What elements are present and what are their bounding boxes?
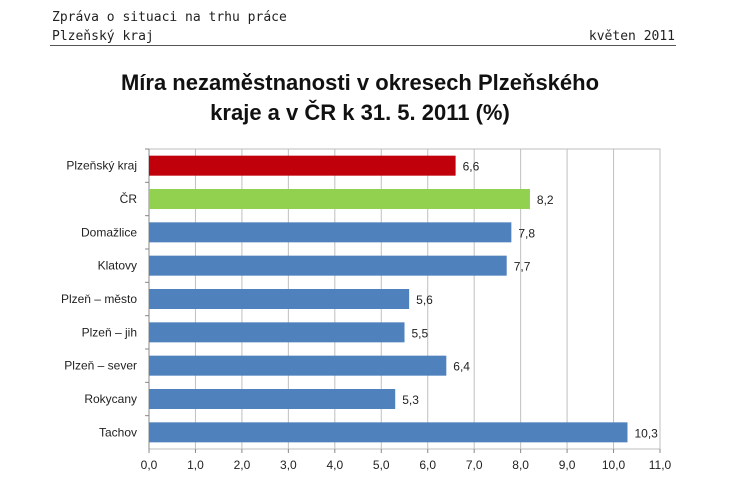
x-tick-label: 10,0: [602, 458, 626, 472]
data-label: 5,5: [412, 326, 429, 340]
x-tick-label: 9,0: [559, 458, 576, 472]
chart-title-line1: Míra nezaměstnanosti v okresech Plzeňské…: [120, 70, 600, 95]
category-label: Tachov: [99, 425, 137, 439]
data-label: 5,3: [402, 393, 419, 407]
data-label: 7,8: [518, 226, 535, 240]
chart-title: Míra nezaměstnanosti v okresech Plzeňské…: [60, 68, 660, 128]
bar: [149, 222, 512, 243]
bar: [149, 422, 628, 443]
data-label: 7,7: [514, 260, 531, 274]
category-label: Domažlice: [81, 225, 137, 239]
x-tick-label: 3,0: [280, 458, 297, 472]
category-label: Plzeň – sever: [64, 359, 137, 373]
category-label: Plzeň – jih: [82, 325, 137, 339]
x-tick-label: 1,0: [187, 458, 204, 472]
x-tick-label: 2,0: [234, 458, 251, 472]
bar: [149, 322, 405, 343]
data-label: 8,2: [537, 193, 554, 207]
report-date: květen 2011: [588, 29, 675, 44]
data-label: 6,6: [463, 160, 480, 174]
data-label: 6,4: [453, 360, 470, 374]
category-label: Rokycany: [84, 392, 137, 406]
bar: [149, 189, 530, 209]
category-label: Klatovy: [98, 259, 137, 273]
category-label: ČR: [120, 191, 138, 206]
x-tick-label: 5,0: [373, 458, 390, 472]
report-title: Zpráva o situaci na trhu práce: [52, 10, 287, 25]
x-tick-label: 4,0: [326, 458, 343, 472]
bar: [149, 355, 447, 376]
x-tick-label: 6,0: [419, 458, 436, 472]
category-label: Plzeň – město: [61, 292, 137, 306]
x-tick-label: 0,0: [141, 458, 158, 472]
bar: [149, 255, 507, 276]
x-tick-label: 7,0: [466, 458, 483, 472]
chart-title-line2: kraje a v ČR k 31. 5. 2011 (%): [210, 100, 510, 125]
data-label: 5,6: [416, 293, 433, 307]
x-tick-label: 8,0: [512, 458, 529, 472]
bar: [149, 289, 410, 309]
data-label: 10,3: [634, 426, 658, 440]
region-name: Plzeňský kraj: [52, 29, 154, 44]
category-label: Plzeňský kraj: [66, 159, 137, 173]
header-divider: [50, 45, 676, 46]
x-tick-label: 11,0: [649, 458, 672, 472]
bar: [149, 155, 456, 176]
bar: [149, 389, 396, 409]
